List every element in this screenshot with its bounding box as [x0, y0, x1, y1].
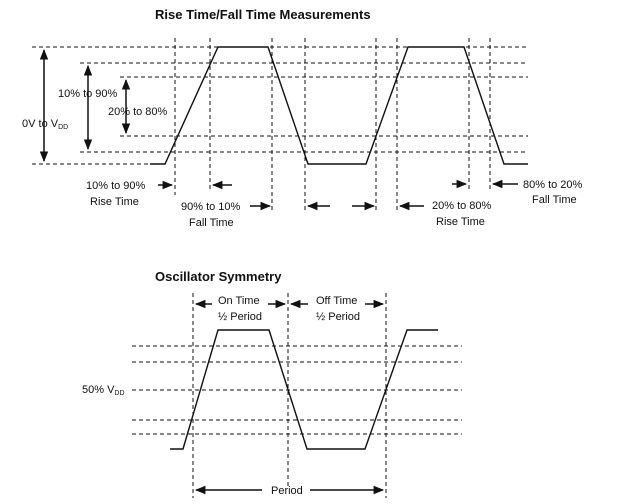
waveform-trace	[150, 46, 528, 165]
fall2-time-label-1: 80% to 20%	[523, 179, 583, 191]
label-10-90: 10% to 90%	[58, 88, 118, 100]
vdd-range-label: 0V to VDD	[22, 118, 68, 131]
off-time-label-2: ½ Period	[316, 311, 360, 323]
rise-time-label-2: Rise Time	[90, 196, 139, 208]
on-time-label-1: On Time	[218, 295, 260, 307]
on-time-label-2: ½ Period	[218, 311, 262, 323]
label-20-80: 20% to 80%	[108, 106, 168, 118]
rise-fall-diagram: Rise Time/Fall Time Measurements 0V to V…	[22, 7, 583, 229]
osc-waveform-trace	[170, 329, 438, 450]
diagram1-title: Rise Time/Fall Time Measurements	[155, 7, 371, 22]
off-time-label-1: Off Time	[316, 295, 357, 307]
diagram2-title: Oscillator Symmetry	[155, 269, 282, 284]
fall2-time-label-2: Fall Time	[532, 194, 577, 206]
period-label: Period	[271, 485, 303, 497]
rise2-time-label-2: Rise Time	[436, 216, 485, 228]
vdd50-label: 50% VDD	[82, 384, 125, 397]
fall-time-label-1: 90% to 10%	[181, 201, 241, 213]
rise-time-label-1: 10% to 90%	[86, 180, 146, 192]
oscillator-symmetry-diagram: Oscillator Symmetry On Time ½ Period Off…	[82, 269, 462, 498]
rise2-time-label-1: 20% to 80%	[432, 200, 492, 212]
fall-time-label-2: Fall Time	[189, 217, 234, 229]
